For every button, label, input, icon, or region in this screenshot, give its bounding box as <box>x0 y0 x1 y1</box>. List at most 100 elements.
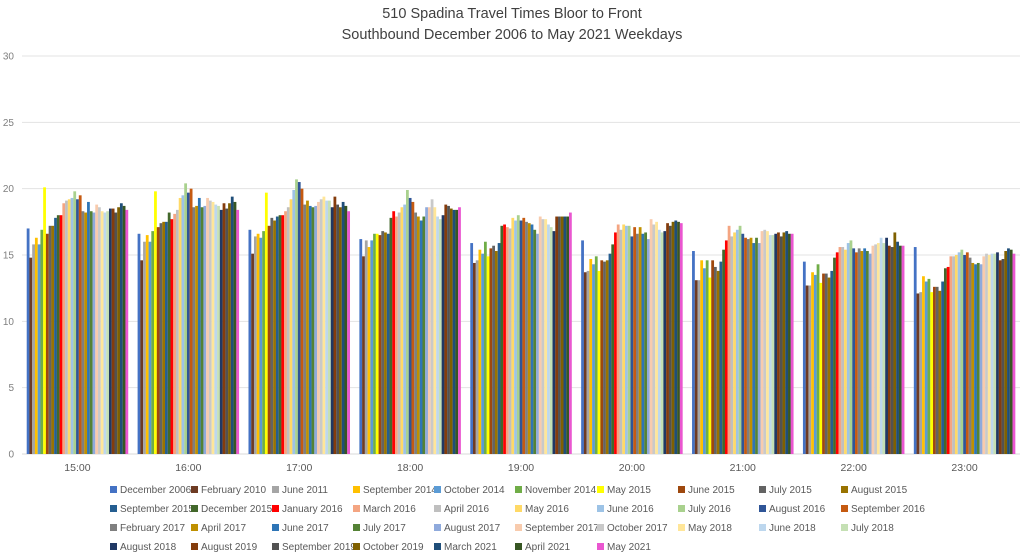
bar <box>1004 251 1008 454</box>
bar <box>896 241 899 454</box>
bar <box>890 247 894 454</box>
legend-label: October 2019 <box>363 542 424 553</box>
legend-label: April 2021 <box>525 542 571 553</box>
bar <box>400 207 404 454</box>
bar <box>278 215 282 454</box>
bar <box>486 256 490 454</box>
bar <box>871 245 875 454</box>
bar <box>230 196 234 455</box>
legend-swatch <box>678 486 685 493</box>
bar <box>373 233 376 454</box>
bar <box>749 237 753 454</box>
legend-label: February 2017 <box>120 523 186 534</box>
legend-label: April 2016 <box>444 504 490 515</box>
bar <box>946 266 950 454</box>
bar <box>397 212 401 454</box>
bar <box>478 249 482 454</box>
bar <box>816 264 820 454</box>
bar <box>314 205 318 454</box>
legend-label: August 2019 <box>201 542 258 553</box>
legend-item: January 2016 <box>272 503 343 517</box>
bar <box>979 264 983 454</box>
bar <box>311 207 315 454</box>
bar <box>544 219 548 454</box>
legend-item: April 2017 <box>191 522 246 536</box>
legend-swatch <box>353 486 360 493</box>
bar <box>558 216 561 454</box>
bar <box>649 219 653 454</box>
legend-label: September 2016 <box>851 504 925 515</box>
bar <box>48 225 52 454</box>
legend-swatch <box>597 543 604 550</box>
bar <box>1001 258 1005 454</box>
x-tick-label: 15:00 <box>64 462 90 474</box>
bar <box>592 264 595 454</box>
legend-label: November 2014 <box>525 485 597 496</box>
bar <box>824 273 828 454</box>
legend-label: June 2018 <box>769 523 816 534</box>
legend-swatch <box>353 543 360 550</box>
bar <box>600 260 604 454</box>
bar <box>455 209 459 454</box>
bar <box>427 207 431 454</box>
bar <box>322 196 326 455</box>
legend-label: October 2014 <box>444 485 505 496</box>
legend-swatch <box>272 505 279 512</box>
legend-label: July 2015 <box>769 485 812 496</box>
bar <box>447 205 450 454</box>
bar <box>108 208 112 454</box>
legend-label: October 2017 <box>607 523 668 534</box>
bar <box>275 216 279 454</box>
bar <box>660 232 664 454</box>
legend-label: February 2010 <box>201 485 267 496</box>
legend-item: August 2016 <box>759 503 825 517</box>
bar <box>436 216 439 454</box>
bar <box>175 209 179 454</box>
bar <box>338 207 342 454</box>
bar <box>449 208 453 454</box>
bar <box>866 251 869 454</box>
bar <box>874 244 878 454</box>
bar <box>197 197 201 454</box>
legend-label: September 2017 <box>525 523 599 534</box>
bar <box>757 243 761 454</box>
bar <box>416 216 420 454</box>
bar <box>408 197 412 454</box>
bar <box>219 209 223 454</box>
legend-swatch <box>272 543 279 550</box>
bar <box>492 245 495 454</box>
bar <box>54 217 57 454</box>
bar <box>328 200 331 454</box>
legend-swatch <box>110 524 117 531</box>
bar <box>473 262 476 454</box>
bar <box>419 220 423 454</box>
x-tick-label: 16:00 <box>175 462 201 474</box>
legend-swatch <box>515 543 522 550</box>
bar <box>957 252 961 454</box>
legend-label: May 2018 <box>688 523 732 534</box>
legend-item: April 2016 <box>434 503 489 517</box>
bar <box>708 277 712 454</box>
bar <box>838 247 842 454</box>
bar <box>941 281 945 454</box>
bar <box>514 220 517 454</box>
y-tick-label: 0 <box>8 450 14 461</box>
bar <box>938 290 942 454</box>
bar <box>137 233 141 454</box>
bar <box>552 231 556 454</box>
bar <box>930 292 934 454</box>
bar <box>827 277 831 454</box>
bar <box>29 257 33 454</box>
bar <box>724 240 728 454</box>
bar-chart: 0 5 10 15 20 25 30 15:00 16:00 17:00 18:00 19:00 20:… <box>3 52 1020 474</box>
bar <box>802 261 806 454</box>
bar <box>985 253 988 454</box>
bar <box>505 227 509 454</box>
bar <box>677 221 680 454</box>
bar <box>148 241 152 454</box>
legend-swatch <box>353 524 360 531</box>
bar <box>594 256 598 454</box>
bar <box>384 232 387 454</box>
bar <box>655 221 658 454</box>
x-tick-label: 23:00 <box>951 462 977 474</box>
